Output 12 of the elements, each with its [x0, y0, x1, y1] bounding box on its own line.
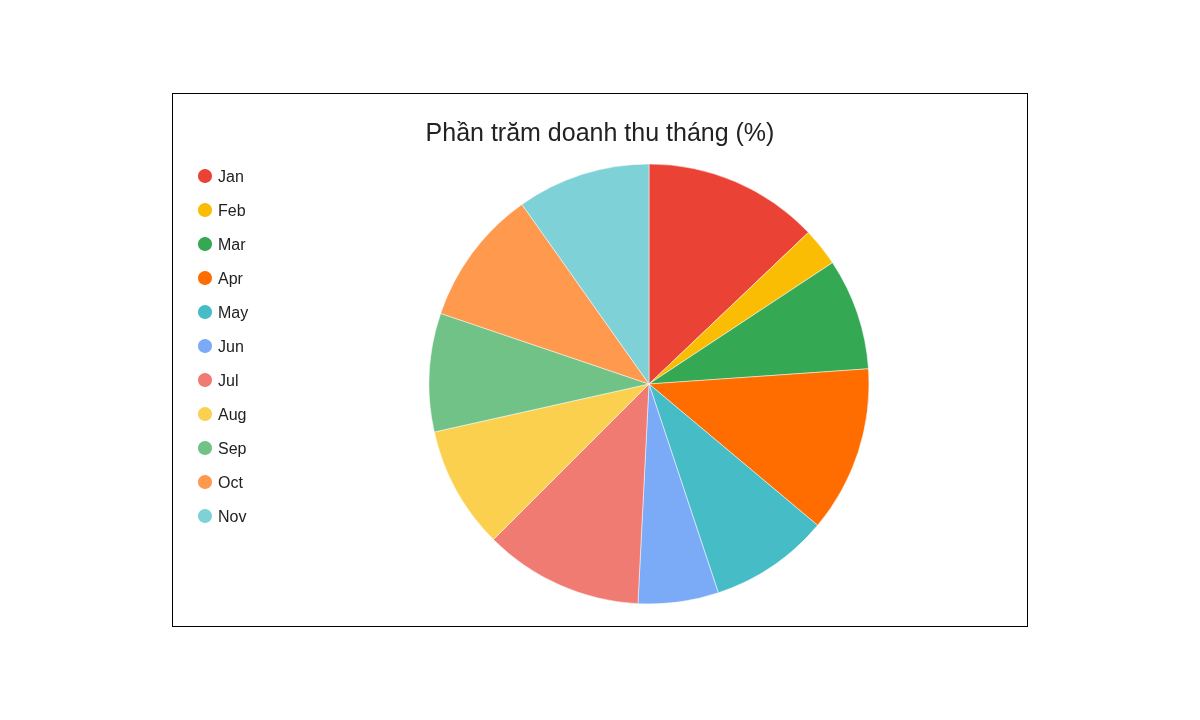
- legend-label: Oct: [218, 473, 244, 491]
- legend-label: Mar: [218, 235, 247, 253]
- legend-label: Jun: [218, 337, 244, 355]
- legend-label: May: [218, 303, 249, 321]
- legend-label: Apr: [218, 269, 244, 287]
- legend-label: Aug: [218, 405, 247, 423]
- legend-label: Jan: [218, 167, 244, 185]
- legend-label: Sep: [218, 439, 247, 457]
- legend-label: Feb: [218, 201, 246, 219]
- chart-title: Phần trăm doanh thu tháng (%): [425, 117, 775, 146]
- legend-label: Jul: [218, 371, 239, 389]
- legend-label: Nov: [218, 507, 247, 525]
